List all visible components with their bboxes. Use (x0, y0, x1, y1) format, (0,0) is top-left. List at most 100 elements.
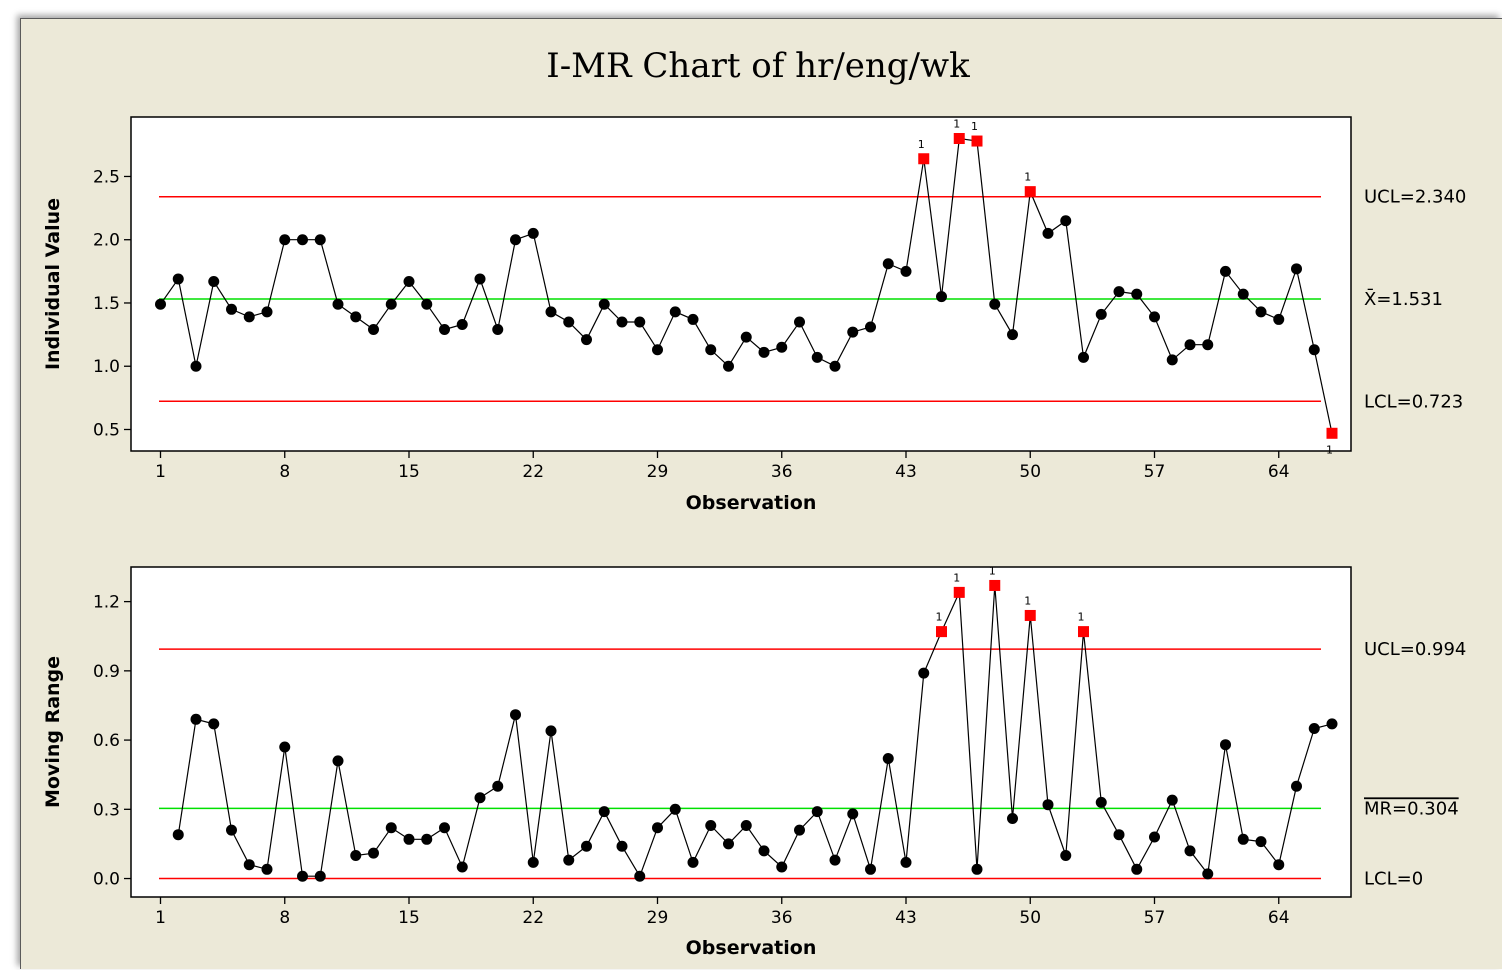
data-point (705, 819, 717, 831)
data-point (1291, 780, 1302, 792)
data-point (172, 829, 184, 841)
data-point (297, 234, 308, 246)
y-axis-title: Moving Range (42, 656, 64, 808)
x-tick-label: 8 (279, 462, 290, 482)
data-point (350, 311, 362, 323)
data-point (1166, 794, 1178, 806)
data-point (918, 667, 930, 679)
x-axis-title: Observation (686, 492, 817, 514)
data-point (669, 306, 681, 318)
data-point (581, 840, 592, 852)
data-point (439, 822, 450, 834)
flag-label: 1 (989, 564, 996, 577)
x-tick-label: 64 (1268, 462, 1290, 482)
data-point (598, 806, 610, 818)
data-point (332, 298, 344, 310)
control-limit-label: UCL=2.340 (1364, 187, 1466, 208)
data-point (385, 298, 397, 310)
plot-area (130, 566, 1352, 898)
x-tick-label: 15 (398, 462, 420, 482)
data-point (1131, 288, 1143, 300)
y-tick-label: 0.6 (93, 731, 120, 751)
flagged-data-point (953, 586, 965, 598)
data-point (740, 331, 752, 343)
data-point (1149, 831, 1160, 843)
data-point (1007, 329, 1018, 341)
y-tick-label: 2.5 (93, 167, 120, 187)
flagged-data-point (918, 153, 930, 165)
data-point (545, 306, 557, 318)
data-point (1220, 265, 1231, 277)
data-point (1131, 863, 1143, 875)
data-point (1060, 849, 1072, 861)
x-tick-label: 29 (647, 462, 669, 482)
flag-label: 1 (1078, 611, 1085, 624)
data-point (1326, 718, 1338, 730)
data-point (1255, 306, 1267, 318)
flagged-data-point (1024, 609, 1036, 621)
y-tick-label: 0.0 (93, 870, 120, 890)
flag-label: 1 (953, 118, 960, 131)
data-point (208, 718, 220, 730)
data-point (1308, 344, 1320, 356)
data-point (439, 324, 450, 336)
x-tick-label: 43 (895, 462, 917, 482)
data-point (1095, 796, 1107, 808)
moving-range-panel: 0.0 0.3 0.6 0.9 1.2 1 8 15 22 29 36 43 50 57 64 Observa… (42, 564, 1466, 959)
data-point (865, 321, 876, 333)
data-point (811, 806, 823, 818)
flag-label: 1 (953, 571, 960, 584)
data-point (669, 803, 681, 815)
data-point (456, 318, 468, 330)
data-point (563, 854, 575, 866)
data-point (634, 870, 646, 882)
data-point (261, 306, 273, 318)
data-point (1202, 868, 1214, 880)
data-point (794, 316, 805, 328)
x-tick-label: 50 (1019, 462, 1041, 482)
x-tick-label: 36 (771, 462, 793, 482)
data-point (652, 344, 663, 356)
data-point (1078, 351, 1089, 363)
data-point (545, 725, 557, 737)
x-tick-label: 43 (895, 908, 917, 928)
data-point (190, 360, 202, 372)
data-point (474, 273, 486, 285)
data-point (1007, 813, 1018, 825)
data-point (865, 863, 876, 875)
data-point (758, 346, 770, 358)
data-point (190, 713, 202, 725)
data-point (492, 780, 504, 792)
data-point (687, 856, 699, 868)
flagged-data-point (936, 626, 947, 638)
flag-label: 1 (936, 611, 943, 624)
data-point (1042, 227, 1054, 239)
data-point (510, 234, 521, 246)
data-point (847, 808, 859, 820)
data-point (829, 360, 841, 372)
data-point (1184, 845, 1196, 857)
data-point (1237, 288, 1249, 300)
x-tick-label: 36 (771, 908, 793, 928)
x-tick-label: 1 (155, 462, 166, 482)
data-point (172, 273, 184, 285)
data-point (527, 856, 539, 868)
data-point (243, 859, 255, 871)
data-point (1255, 836, 1267, 848)
y-tick-label: 1.0 (93, 357, 120, 377)
data-point (1202, 339, 1214, 351)
data-point (882, 753, 894, 765)
y-tick-label: 0.3 (93, 800, 120, 820)
data-point (1273, 313, 1285, 325)
data-point (456, 861, 468, 873)
data-point (403, 275, 415, 287)
control-limit-label: X̄=1.531 (1364, 288, 1443, 310)
control-limit-label: MR=0.304 (1364, 798, 1459, 819)
chart-title: I-MR Chart of hr/eng/wk (546, 46, 970, 86)
flagged-data-point (989, 579, 1001, 591)
data-point (882, 258, 894, 270)
x-tick-label: 64 (1268, 908, 1290, 928)
control-limit-label: UCL=0.994 (1364, 639, 1466, 660)
flag-label: 1 (918, 138, 925, 151)
data-point (1291, 263, 1302, 275)
